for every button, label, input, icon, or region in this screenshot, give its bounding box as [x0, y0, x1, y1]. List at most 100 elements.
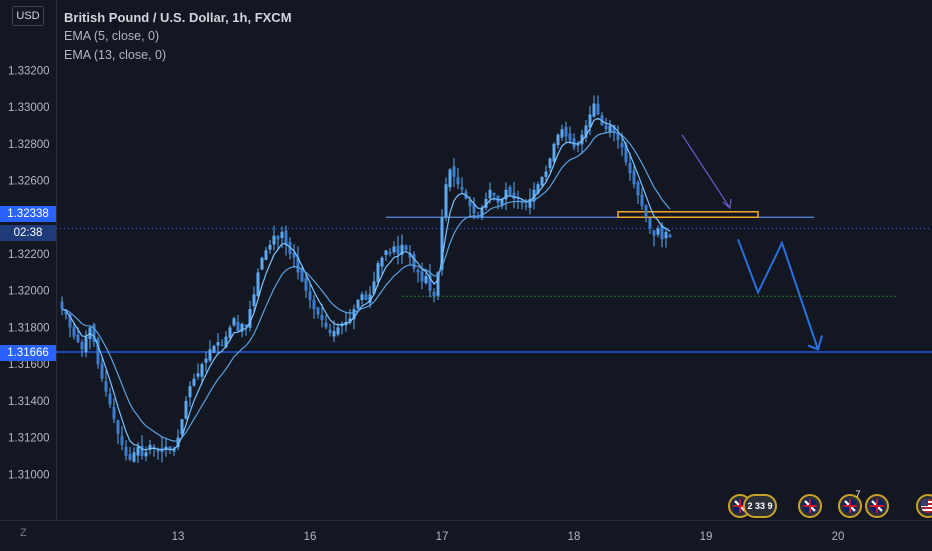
candle-body	[212, 345, 216, 353]
candle-body	[224, 336, 228, 348]
candle-body	[168, 446, 172, 451]
candle-body	[148, 444, 152, 450]
candle-body	[260, 257, 264, 270]
candle-body	[84, 336, 88, 352]
candle-body	[564, 126, 568, 137]
candle-body	[176, 437, 180, 448]
timezone-button[interactable]: Z	[20, 527, 27, 539]
candle-body	[396, 245, 400, 254]
candle-body	[152, 446, 156, 449]
indicator-ema-5[interactable]: EMA (5, close, 0)	[64, 29, 160, 43]
y-tick-label: 1.32600	[8, 176, 50, 188]
candle-body	[292, 252, 296, 258]
candle-body	[560, 129, 564, 138]
candle-body	[392, 246, 396, 253]
candle-body	[512, 192, 516, 199]
candle-body	[604, 125, 608, 130]
event-group-icon[interactable]: 2 33 9	[743, 494, 777, 518]
candle-body	[552, 143, 556, 162]
candle-body	[248, 309, 252, 328]
y-tick-label: 1.31200	[8, 433, 50, 445]
candle-body	[324, 322, 328, 328]
candle-body	[664, 231, 668, 239]
candle-body	[124, 446, 128, 456]
candle-body	[208, 349, 212, 361]
x-tick-label: 13	[172, 531, 185, 543]
candle-body	[348, 318, 352, 323]
candle-body	[140, 445, 144, 456]
level-price-tag: 1.31666	[0, 345, 56, 361]
candle-body	[608, 125, 612, 133]
candle-body	[216, 342, 220, 346]
candle-body	[104, 381, 108, 392]
candle-body	[136, 446, 140, 456]
candle-body	[472, 203, 476, 214]
candle-body	[448, 169, 452, 188]
time-axis[interactable]	[0, 520, 932, 551]
y-tick-label: 1.32200	[8, 249, 50, 261]
candle-body	[568, 133, 572, 141]
candle-body	[416, 269, 420, 273]
candle-body	[156, 450, 160, 452]
candle-body	[92, 323, 96, 343]
candle-body	[332, 331, 336, 337]
candle-body	[592, 103, 596, 117]
candle-body	[128, 454, 132, 460]
candle-body	[300, 269, 304, 282]
event-icon-uk[interactable]	[838, 494, 862, 518]
y-tick-label: 1.31400	[8, 396, 50, 408]
x-tick-label: 19	[700, 531, 713, 543]
indicator-ema-13[interactable]: EMA (13, close, 0)	[64, 48, 167, 62]
candle-body	[68, 314, 72, 328]
candle-body	[316, 307, 320, 315]
candle-body	[384, 250, 388, 256]
candle-body	[580, 134, 584, 145]
candle-body	[372, 281, 376, 294]
candle-body	[648, 218, 652, 229]
event-icon-uk[interactable]	[865, 494, 889, 518]
candle-body	[120, 435, 124, 445]
countdown-tag: 02:38	[0, 225, 56, 241]
candle-body	[184, 400, 188, 419]
candle-body	[412, 254, 416, 269]
candle-body	[456, 177, 460, 185]
candle-body	[460, 187, 464, 190]
currency-button[interactable]: USD	[12, 6, 44, 26]
candle-body	[668, 234, 672, 238]
candle-body	[320, 314, 324, 321]
candle-body	[276, 236, 280, 240]
candle-body	[220, 344, 224, 346]
y-tick-label: 1.33000	[8, 102, 50, 114]
price-axis[interactable]	[0, 0, 57, 550]
candle-body	[652, 230, 656, 236]
uk-flag-icon	[843, 499, 857, 513]
x-tick-label: 17	[436, 531, 449, 543]
candle-body	[536, 184, 540, 194]
candle-body	[284, 230, 288, 245]
candle-body	[192, 378, 196, 386]
y-tick-label: 1.31000	[8, 469, 50, 481]
candle-body	[508, 186, 512, 196]
y-tick-label: 1.31800	[8, 322, 50, 334]
candle-body	[80, 342, 84, 350]
candle-body	[116, 420, 120, 434]
event-icon-uk[interactable]	[798, 494, 822, 518]
candle-body	[440, 217, 444, 270]
candle-body	[64, 311, 68, 315]
candle-body	[572, 138, 576, 148]
uk-flag-icon	[803, 499, 817, 513]
candle-body	[204, 358, 208, 363]
candle-body	[380, 257, 384, 267]
candle-body	[240, 323, 244, 332]
candle-body	[76, 334, 80, 343]
event-icon-us[interactable]	[916, 494, 932, 518]
event-count-badge[interactable]: 7	[855, 489, 861, 499]
y-tick-label: 1.32800	[8, 139, 50, 151]
candle-body	[200, 364, 204, 377]
y-tick-label: 1.33200	[8, 65, 50, 77]
candle-body	[96, 338, 100, 365]
symbol-title[interactable]: British Pound / U.S. Dollar, 1h, FXCM	[64, 10, 292, 25]
candle-body	[504, 189, 508, 200]
candle-body	[364, 294, 368, 300]
